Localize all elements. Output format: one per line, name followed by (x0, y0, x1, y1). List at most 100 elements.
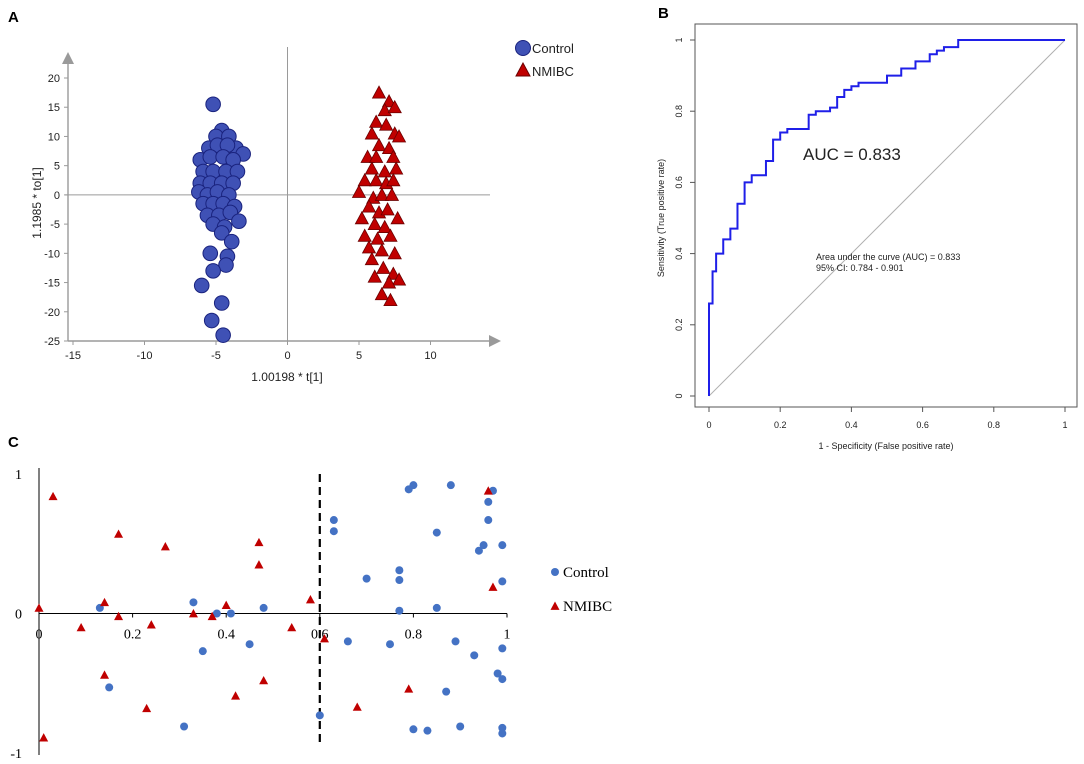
x-tick-label: 0 (706, 420, 711, 430)
panel-label-a: A (8, 9, 19, 26)
control-point (215, 327, 231, 343)
nmibc-point (100, 670, 110, 679)
nmibc-point (39, 733, 49, 742)
control-point (213, 295, 230, 311)
control-point (329, 516, 338, 525)
nmibc-point (160, 542, 170, 551)
control-point (409, 481, 418, 490)
control-point (498, 729, 507, 738)
auc-annotation: AUC = 0.833 (803, 145, 901, 164)
x-tick-label: 0.2 (774, 420, 787, 430)
y-axis-title: Sensitivity (True positive rate) (656, 159, 666, 277)
nmibc-point (381, 140, 397, 155)
x-tick-label: 0.8 (988, 420, 1001, 430)
panel-b-roc-curve: 0 0.2 0.4 0.6 0.8 1 0 0.2 0.4 0.6 0.8 1 1 - Specific… (656, 23, 1078, 451)
nmibc-point (114, 611, 124, 621)
y-tick-label: -25 (44, 336, 60, 348)
control-point (218, 257, 234, 273)
nmibc-point (383, 292, 398, 307)
nmibc-point (364, 161, 380, 175)
x-tick-label: 10 (424, 350, 436, 362)
y-tick-label: 0.4 (674, 247, 684, 260)
y-tick-label: 1 (15, 468, 22, 483)
nmibc-point (259, 675, 269, 685)
x-tick-label: 1 (1062, 420, 1067, 430)
y-tick-label: 15 (48, 102, 60, 114)
legend-control-label: Control (532, 41, 574, 56)
control-point (442, 687, 451, 696)
control-point (231, 213, 247, 229)
nmibc-point (391, 129, 407, 143)
nmibc-point (377, 219, 392, 233)
x-tick-label: -15 (65, 350, 81, 362)
reference-diagonal (708, 39, 1066, 397)
nmibc-point (231, 691, 241, 700)
control-point (213, 225, 230, 241)
control-point (329, 527, 338, 536)
nmibc-point (371, 137, 387, 152)
nmibc-point (391, 272, 407, 286)
x-tick-label: -5 (211, 350, 221, 362)
y-tick-label: -20 (44, 307, 60, 319)
control-point (245, 640, 254, 649)
control-point (409, 725, 418, 734)
nmibc-point (254, 537, 264, 547)
control-point (493, 669, 502, 678)
nmibc-point (374, 243, 390, 257)
panel-a-score-plot: -15 -10 -5 0 5 10 20 15 10 5 0 -5 -10 -15 -20 -25 1.0019… (30, 40, 574, 384)
x-tick-label: 0.2 (124, 628, 142, 643)
nmibc-point (34, 603, 44, 612)
x-tick-label: 0 (36, 628, 43, 643)
nmibc-point (368, 172, 384, 187)
panel-label-c: C (8, 434, 19, 451)
y-tick-label: 0.6 (674, 176, 684, 189)
y-tick-label: 0.8 (674, 105, 684, 118)
legend-nmibc-marker (515, 61, 531, 77)
nmibc-point (100, 597, 110, 607)
y-tick-label: 0 (674, 393, 684, 398)
control-point (432, 603, 441, 612)
control-point (343, 637, 352, 646)
x-axis-title: 1 - Specificity (False positive rate) (818, 441, 953, 451)
nmibc-point (374, 286, 390, 301)
control-point (223, 233, 240, 250)
y-tick-label: -10 (44, 248, 60, 260)
x-axis-title: 1.00198 * t[1] (251, 370, 322, 384)
legend-control-marker (515, 40, 531, 56)
control-point (479, 541, 488, 550)
control-point (202, 245, 219, 262)
plot-frame (694, 23, 1078, 408)
y-tick-label: 5 (54, 161, 60, 173)
legend-nmibc-label: NMIBC (532, 64, 574, 79)
x-axis-arrow (489, 335, 501, 347)
nmibc-point (367, 269, 382, 283)
y-tick-label: 1 (674, 37, 684, 42)
nmibc-point (488, 582, 498, 591)
nmibc-point (387, 245, 402, 260)
nmibc-point (361, 240, 377, 254)
control-point (105, 683, 114, 692)
control-point (315, 711, 324, 720)
y-tick-label: 0.2 (674, 319, 684, 332)
y-tick-label: -5 (50, 219, 60, 231)
x-tick-label: 0.4 (845, 420, 858, 430)
nmibc-point (76, 622, 86, 632)
nmibc-point (207, 611, 217, 621)
nmibc-point (305, 595, 315, 604)
nmibc-point (354, 210, 370, 225)
control-point (395, 576, 404, 585)
y-tick-label: -15 (44, 278, 60, 290)
control-point (212, 609, 221, 618)
nmibc-point (404, 684, 414, 693)
legend-nmibc-label: NMIBC (563, 599, 612, 615)
nmibc-point (287, 622, 297, 632)
control-point (498, 541, 507, 550)
control-point (432, 528, 441, 537)
nmibc-point (319, 634, 329, 643)
control-point (498, 675, 507, 684)
nmibc-point (146, 620, 156, 629)
nmibc-point (361, 199, 377, 213)
control-point (226, 609, 235, 618)
nmibc-point (368, 114, 384, 128)
x-tick-label: 5 (356, 350, 362, 362)
